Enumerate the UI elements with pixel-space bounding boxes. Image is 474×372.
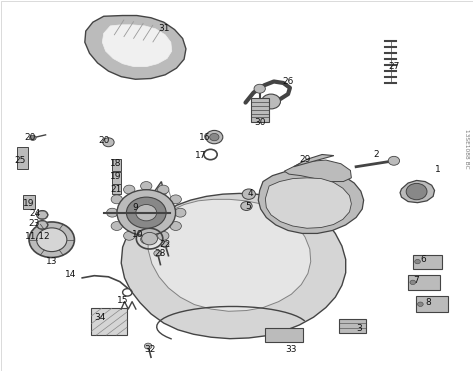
Circle shape [36,228,67,251]
Text: 15: 15 [117,296,128,305]
Bar [265,328,303,342]
Circle shape [29,222,74,257]
Bar [112,172,121,184]
Bar [416,296,448,312]
Text: 28: 28 [155,249,166,258]
Bar [408,275,440,290]
Circle shape [111,222,122,231]
Text: 8: 8 [425,298,431,307]
Bar [23,195,35,209]
Circle shape [124,185,135,194]
Text: 5: 5 [246,202,251,211]
Circle shape [117,190,175,235]
Circle shape [142,232,157,245]
Text: 20: 20 [98,136,109,145]
Text: 4: 4 [247,189,253,198]
Circle shape [262,94,281,109]
Circle shape [418,302,423,307]
Bar [413,254,442,269]
Circle shape [141,182,152,190]
Polygon shape [258,169,364,234]
Text: 13: 13 [46,257,57,266]
Text: 33: 33 [286,345,297,354]
Text: 22: 22 [160,240,171,249]
Text: 6: 6 [421,255,427,264]
Text: 24: 24 [29,209,40,218]
Text: 3: 3 [356,324,362,333]
Polygon shape [148,190,311,311]
Circle shape [141,235,152,244]
Text: 19: 19 [110,172,122,181]
Circle shape [241,202,252,211]
Bar [91,308,127,335]
Bar [112,184,121,194]
Text: 30: 30 [254,118,265,127]
Circle shape [170,195,182,204]
Circle shape [145,343,152,349]
Text: 21: 21 [110,185,122,194]
Circle shape [406,183,427,200]
Text: 11,12: 11,12 [25,231,50,241]
Bar [17,147,27,169]
Text: 17: 17 [195,151,207,160]
Circle shape [111,195,122,204]
Circle shape [206,131,223,144]
Text: 13SE1088 BC: 13SE1088 BC [464,129,469,169]
Text: 32: 32 [144,345,155,354]
Circle shape [136,205,156,221]
Text: 2: 2 [374,150,379,159]
Circle shape [154,250,161,256]
Circle shape [103,138,114,147]
Circle shape [415,259,420,264]
Bar [112,159,121,171]
Circle shape [174,208,186,217]
Circle shape [388,156,400,165]
Text: 9: 9 [133,203,138,212]
Circle shape [242,189,255,199]
Polygon shape [284,160,351,182]
Circle shape [29,135,36,140]
Text: 16: 16 [199,133,210,142]
Circle shape [124,231,135,240]
Text: 31: 31 [158,24,170,33]
Text: 7: 7 [414,276,419,285]
Bar [251,98,269,122]
Polygon shape [102,25,172,67]
Circle shape [36,211,48,219]
Text: 14: 14 [65,270,76,279]
Circle shape [36,221,48,230]
Circle shape [127,197,166,228]
Text: 34: 34 [94,313,106,322]
Polygon shape [85,16,186,79]
Circle shape [210,134,219,141]
Circle shape [410,280,416,285]
Circle shape [157,185,169,194]
Text: 23: 23 [28,219,40,228]
Polygon shape [400,180,435,203]
Text: 26: 26 [282,77,293,86]
Text: 20: 20 [24,132,36,142]
Text: 1: 1 [435,165,441,174]
Text: 25: 25 [15,156,26,165]
Text: 18: 18 [110,159,122,168]
Circle shape [161,241,169,247]
Circle shape [157,231,169,240]
Text: 29: 29 [300,155,311,164]
Text: 19: 19 [23,199,35,208]
Bar [338,319,366,333]
Circle shape [170,222,182,231]
Text: 27: 27 [388,62,400,71]
Polygon shape [294,154,334,167]
Text: 10: 10 [132,230,144,239]
Polygon shape [121,182,346,339]
Circle shape [107,208,118,217]
Circle shape [254,84,265,93]
Polygon shape [265,178,351,228]
